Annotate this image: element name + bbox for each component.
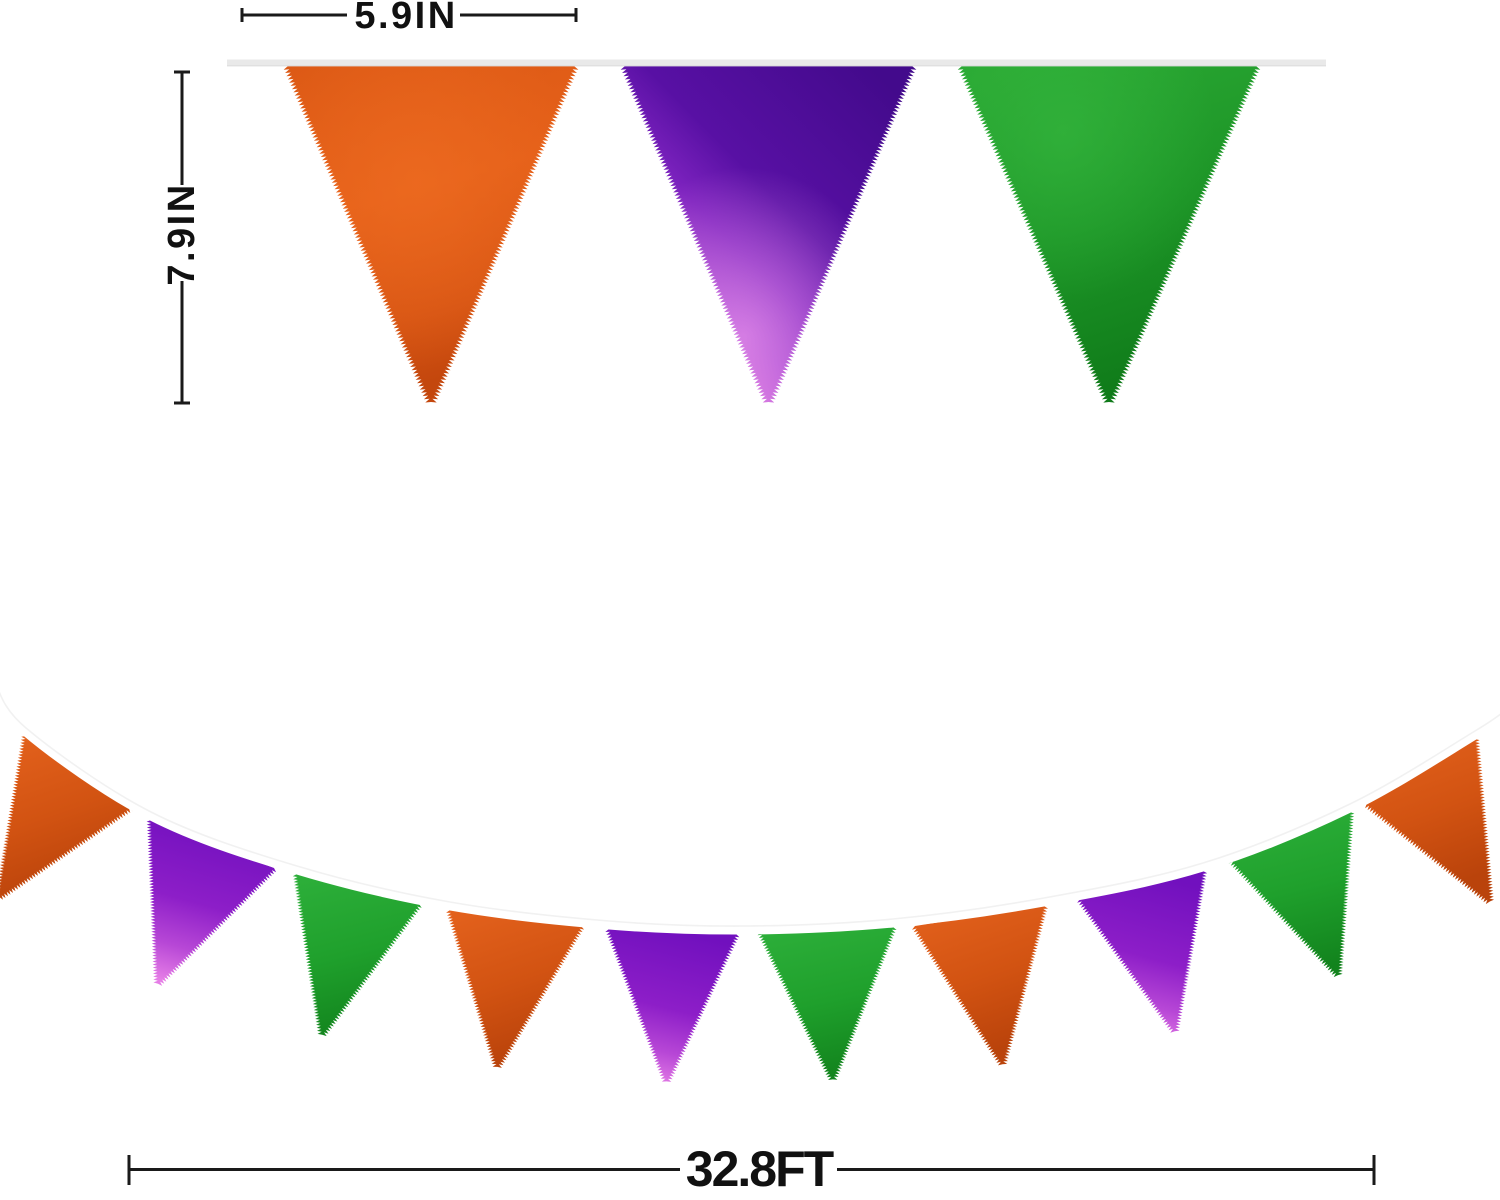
svg-text:7.9IN: 7.9IN <box>161 182 203 285</box>
svg-text:5.9IN: 5.9IN <box>354 0 457 37</box>
svg-text:32.8FT: 32.8FT <box>686 1141 834 1195</box>
